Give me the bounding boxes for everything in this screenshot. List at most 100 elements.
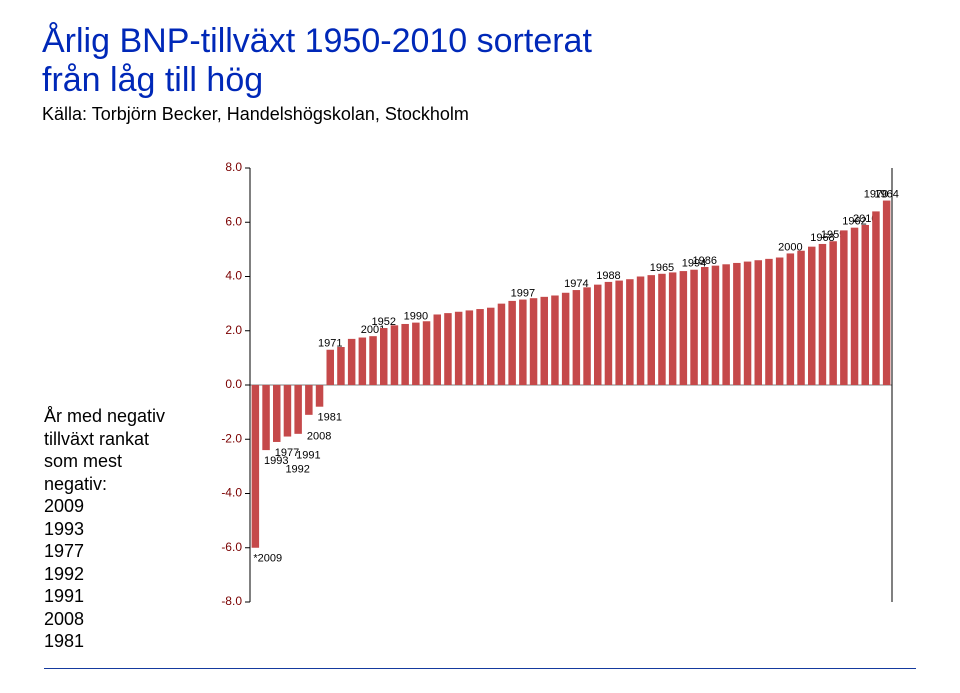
- bar: [530, 298, 537, 385]
- bar: [541, 297, 548, 385]
- bar: [380, 328, 387, 385]
- bar: [862, 225, 869, 385]
- bar-year-label: 1997: [511, 288, 535, 300]
- bar-year-label: 1991: [296, 450, 320, 462]
- bar-year-label: 1965: [650, 262, 674, 274]
- bar-year-label: 1992: [285, 463, 309, 475]
- y-tick-label: -2.0: [221, 431, 242, 445]
- bar-year-label: 1981: [318, 412, 342, 424]
- bar: [883, 201, 890, 385]
- annot-line: 1981: [44, 630, 214, 653]
- bar-year-label: 2008: [307, 431, 331, 443]
- bar: [305, 385, 312, 415]
- source-prefix: Källa:: [42, 104, 92, 124]
- annot-line: negativ:: [44, 473, 214, 496]
- bar: [423, 321, 430, 385]
- title-line1: Årlig BNP-tillväxt 1950-2010 sorterat: [42, 22, 592, 60]
- annotation-block: År med negativtillväxt rankatsom mestneg…: [44, 405, 214, 653]
- bar: [498, 304, 505, 385]
- bar: [851, 228, 858, 385]
- bar: [722, 264, 729, 385]
- bar: [819, 244, 826, 385]
- bar-year-label: 1988: [596, 270, 620, 282]
- bar: [262, 385, 269, 450]
- bar: [733, 263, 740, 385]
- bar: [797, 251, 804, 385]
- bar: [273, 385, 280, 442]
- page-title: Årlig BNP-tillväxt 1950-2010 sorterat fr…: [42, 22, 920, 100]
- bar-year-label: 1964: [874, 189, 898, 201]
- annot-line: som mest: [44, 450, 214, 473]
- bar: [637, 277, 644, 386]
- bar: [690, 270, 697, 385]
- bar: [327, 350, 334, 385]
- bar-chart: -8.0-6.0-4.0-2.00.02.04.06.08.0*20091993…: [210, 150, 910, 620]
- annot-line: 1992: [44, 563, 214, 586]
- y-tick-label: 2.0: [225, 323, 242, 337]
- bar: [808, 247, 815, 385]
- annot-line: År med negativ: [44, 405, 214, 428]
- bar: [872, 211, 879, 385]
- bar: [840, 230, 847, 385]
- bar: [519, 300, 526, 385]
- bar: [594, 285, 601, 385]
- source-line: Källa: Torbjörn Becker, Handelshögskolan…: [42, 104, 920, 125]
- bar: [562, 293, 569, 385]
- bar: [412, 323, 419, 385]
- bar: [369, 336, 376, 385]
- bar: [551, 295, 558, 385]
- bar: [605, 282, 612, 385]
- bar: [401, 324, 408, 385]
- source-text: Torbjörn Becker, Handelshögskolan, Stock…: [92, 104, 469, 124]
- bar: [391, 325, 398, 385]
- slide-root: Årlig BNP-tillväxt 1950-2010 sorterat fr…: [0, 0, 960, 693]
- y-tick-label: 0.0: [225, 377, 242, 391]
- annot-line: 1993: [44, 518, 214, 541]
- footer-rule: [44, 668, 916, 669]
- bar-year-label: 1990: [404, 311, 428, 323]
- bar: [787, 253, 794, 385]
- bar: [252, 385, 259, 548]
- y-tick-label: -6.0: [221, 540, 242, 554]
- bar: [829, 241, 836, 385]
- y-tick-label: 4.0: [225, 269, 242, 283]
- bar: [359, 338, 366, 385]
- bar: [701, 267, 708, 385]
- annot-line: 1991: [44, 585, 214, 608]
- bar: [626, 279, 633, 385]
- bar: [680, 271, 687, 385]
- bar: [669, 272, 676, 385]
- bar: [434, 314, 441, 385]
- title-line2: från låg till hög: [42, 61, 263, 99]
- annot-line: 2008: [44, 608, 214, 631]
- annot-line: 1977: [44, 540, 214, 563]
- bar: [573, 290, 580, 385]
- bar: [583, 287, 590, 385]
- bar-year-label: *2009: [253, 553, 282, 565]
- annot-line: 2009: [44, 495, 214, 518]
- bar: [615, 281, 622, 385]
- bar: [765, 259, 772, 385]
- y-tick-label: -4.0: [221, 486, 242, 500]
- bar: [744, 262, 751, 385]
- bar: [444, 313, 451, 385]
- bar: [294, 385, 301, 434]
- bar: [455, 312, 462, 385]
- y-tick-label: 6.0: [225, 214, 242, 228]
- bar: [337, 347, 344, 385]
- bar: [348, 339, 355, 385]
- bar: [316, 385, 323, 407]
- bar: [658, 274, 665, 385]
- y-tick-label: -8.0: [221, 594, 242, 608]
- bar: [487, 308, 494, 385]
- bar: [466, 310, 473, 385]
- bar: [508, 301, 515, 385]
- bar: [476, 309, 483, 385]
- y-tick-label: 8.0: [225, 160, 242, 174]
- bar: [712, 266, 719, 385]
- bar: [776, 258, 783, 385]
- bar-year-label: 1986: [693, 255, 717, 267]
- chart-svg: -8.0-6.0-4.0-2.00.02.04.06.08.0*20091993…: [210, 150, 910, 620]
- bar: [284, 385, 291, 437]
- bar: [648, 275, 655, 385]
